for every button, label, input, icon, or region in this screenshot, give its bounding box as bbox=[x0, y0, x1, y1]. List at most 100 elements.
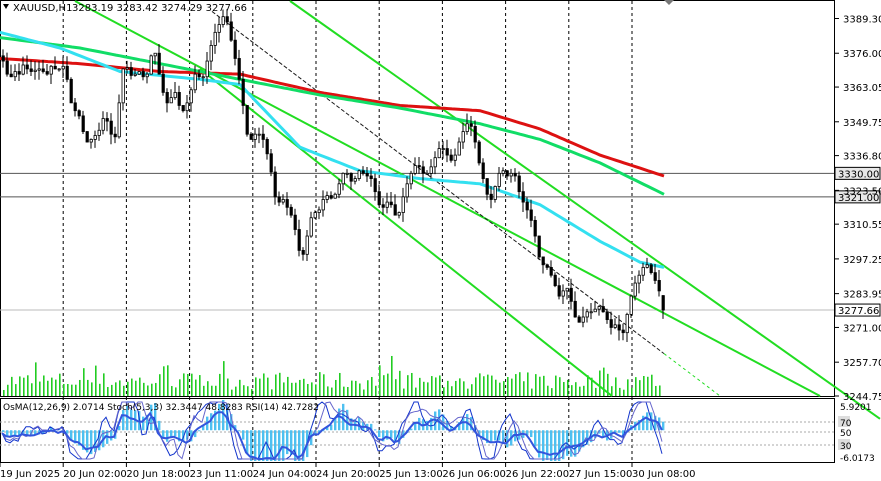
time-tick-label: 30 Jun 08:00 bbox=[632, 469, 696, 480]
candle-body bbox=[257, 133, 261, 136]
time-tick-label: 23 Jun 11:00 bbox=[190, 469, 254, 480]
volume-bar bbox=[475, 377, 477, 396]
volume-bar bbox=[343, 386, 345, 396]
candle-body bbox=[433, 157, 437, 168]
candle-body bbox=[389, 201, 393, 206]
osma-bar bbox=[338, 408, 341, 431]
candle-body bbox=[129, 67, 133, 76]
osma-bar bbox=[254, 430, 257, 461]
candle-body bbox=[117, 102, 121, 138]
channel-line bbox=[199, 68, 613, 397]
osma-bar bbox=[438, 409, 441, 431]
candle-body bbox=[149, 55, 153, 75]
candle-body bbox=[265, 139, 269, 155]
trend-line bbox=[211, 11, 721, 397]
candle-body bbox=[37, 68, 41, 71]
candle-body bbox=[425, 172, 429, 175]
osma-bar bbox=[402, 430, 405, 438]
volume-bar bbox=[367, 380, 369, 396]
volume-bar bbox=[543, 375, 545, 396]
candle-body bbox=[213, 31, 217, 46]
candle-body bbox=[657, 280, 661, 292]
osma-bar bbox=[302, 430, 305, 461]
osma-bar bbox=[94, 430, 97, 452]
candlesticks bbox=[1, 9, 665, 342]
channel-line bbox=[74, 0, 821, 397]
volume-bar bbox=[395, 379, 397, 396]
candle-body bbox=[85, 131, 89, 143]
volume-bar bbox=[659, 385, 661, 396]
volume-bar bbox=[175, 387, 177, 396]
volume-bar bbox=[327, 386, 329, 396]
volume-bar bbox=[315, 384, 317, 396]
volume-bar bbox=[415, 387, 417, 396]
osma-bar bbox=[478, 430, 481, 435]
volume-bar bbox=[63, 383, 65, 396]
price-tick-label: 3257.70 bbox=[843, 358, 881, 369]
volume-bar bbox=[511, 378, 513, 396]
osma-bar bbox=[382, 430, 385, 442]
candle-body bbox=[41, 68, 45, 72]
osma-bar bbox=[538, 430, 541, 458]
volume-bar bbox=[23, 377, 25, 396]
osma-bar bbox=[462, 416, 465, 431]
volume-bar bbox=[435, 377, 437, 396]
candle-body bbox=[233, 39, 237, 59]
candle-body bbox=[477, 141, 481, 164]
candle-body bbox=[157, 52, 161, 75]
osma-bar bbox=[526, 430, 529, 436]
candle-body bbox=[529, 209, 533, 221]
osma-bar bbox=[154, 402, 157, 431]
volume-bar bbox=[139, 377, 141, 396]
osc-level-label: 5.9201 bbox=[840, 403, 872, 413]
osma-bar bbox=[638, 420, 641, 431]
osma-bar bbox=[618, 430, 621, 433]
osma-bar bbox=[258, 430, 261, 461]
osma-bar bbox=[542, 430, 545, 461]
volume-bar bbox=[495, 379, 497, 396]
osma-bar bbox=[646, 412, 649, 431]
candle-body bbox=[141, 71, 145, 78]
candle-body bbox=[461, 131, 465, 143]
volume-bar bbox=[3, 389, 5, 396]
volume-bar bbox=[607, 373, 609, 396]
candle-body bbox=[153, 52, 157, 57]
volume-bar bbox=[451, 386, 453, 396]
candle-body bbox=[125, 67, 129, 70]
osma-bar bbox=[34, 430, 37, 435]
candle-body bbox=[313, 212, 317, 219]
time-tick-label: 26 Jun 06:00 bbox=[442, 469, 506, 480]
candle-body bbox=[613, 324, 617, 328]
osma-bar bbox=[502, 430, 505, 444]
osma-bar bbox=[374, 429, 377, 431]
volume-bar bbox=[83, 368, 85, 396]
volume-bar bbox=[43, 375, 45, 396]
volume-bar bbox=[371, 376, 373, 396]
candle-body bbox=[357, 170, 361, 179]
chart-shift-marker-icon[interactable] bbox=[664, 0, 674, 5]
candle-body bbox=[661, 295, 665, 311]
osma-bar bbox=[490, 430, 493, 444]
candle-body bbox=[341, 172, 345, 185]
candle-body bbox=[289, 206, 293, 216]
volume-bar bbox=[55, 379, 57, 396]
volume-bar bbox=[187, 373, 189, 396]
osma-bar bbox=[66, 430, 69, 434]
osma-bar bbox=[430, 417, 433, 431]
candle-body bbox=[645, 264, 649, 268]
candle-body bbox=[625, 313, 629, 334]
candle-body bbox=[229, 21, 233, 41]
osma-bar bbox=[414, 421, 417, 431]
osma-bar bbox=[494, 430, 497, 441]
candle-body bbox=[329, 195, 333, 199]
candle-body bbox=[89, 139, 93, 143]
candle-body bbox=[197, 73, 201, 78]
osma-bar bbox=[210, 413, 213, 431]
level-tag-label: 3330.00 bbox=[838, 169, 879, 180]
osma-bar bbox=[262, 430, 265, 461]
volume-bar bbox=[639, 380, 641, 396]
candle-body bbox=[189, 89, 193, 104]
volume-bar bbox=[623, 389, 625, 396]
osma-bar bbox=[654, 415, 657, 431]
